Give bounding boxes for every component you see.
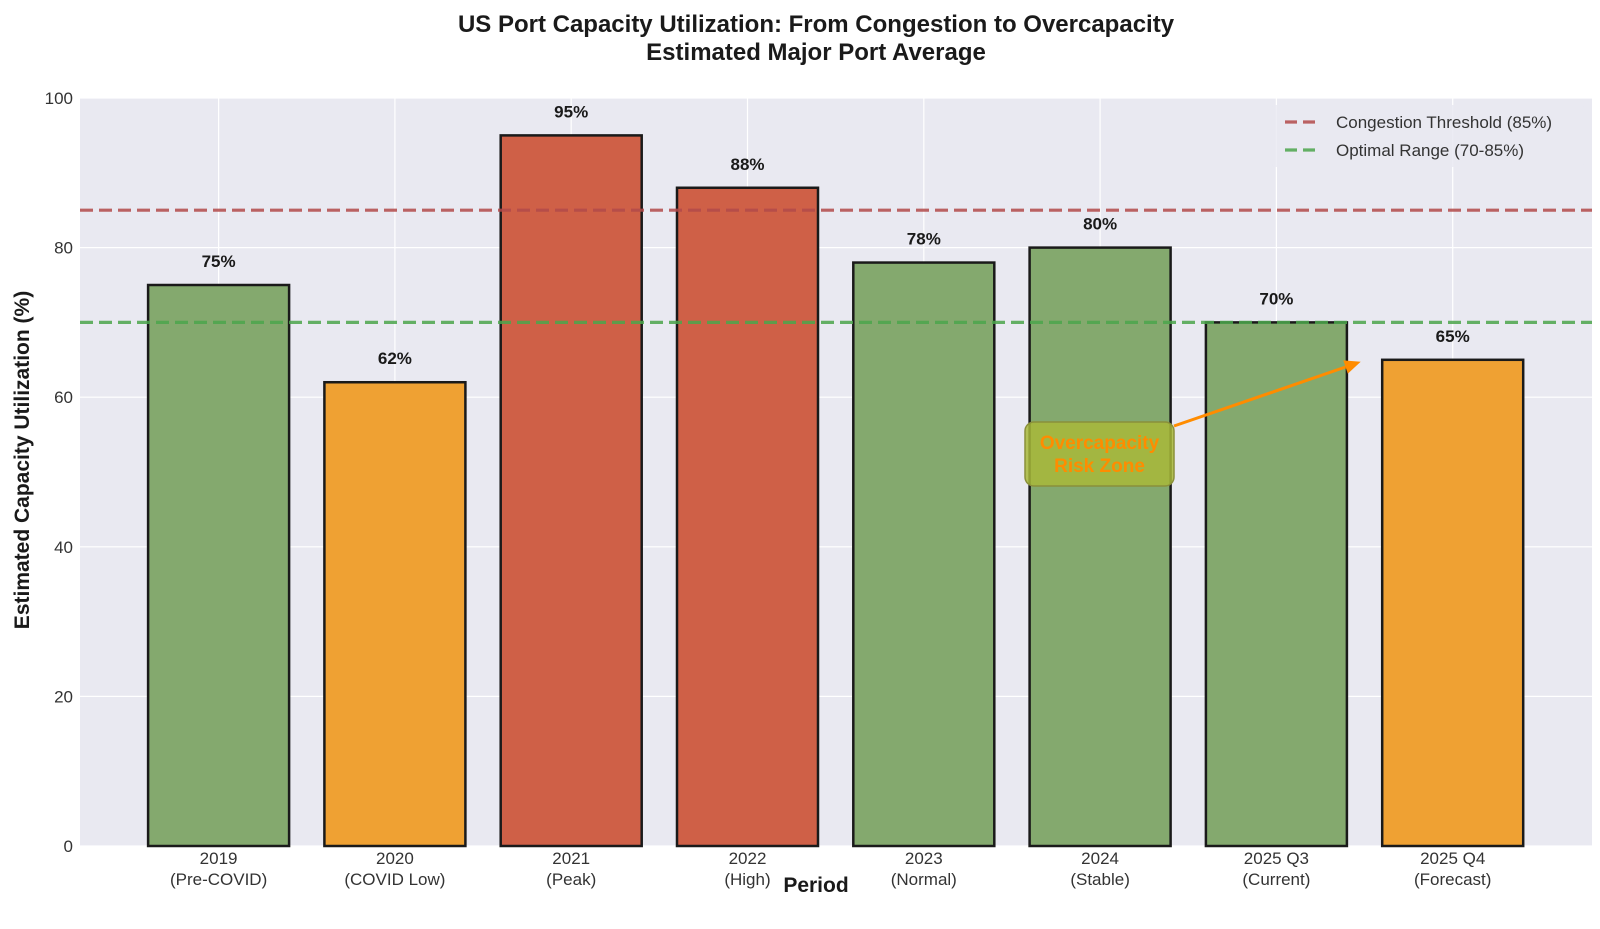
value-label: 80% [1083, 215, 1117, 234]
x-axis-ticks: 2019 (Pre-COVID) 2020 (COVID Low) 2021 (Peak)… [170, 849, 1491, 889]
y-tick-label: 80 [54, 239, 73, 258]
annotation-arrowhead [1343, 360, 1361, 374]
x-tick-label: 2021 [552, 849, 590, 868]
legend-frame [1272, 105, 1584, 167]
x-tick-label: 2025 Q3 [1244, 849, 1309, 868]
x-tick-label: 2020 [376, 849, 414, 868]
legend-label: Congestion Threshold (85%) [1336, 113, 1552, 132]
y-tick-label: 60 [54, 388, 73, 407]
value-label: 78% [907, 230, 941, 249]
x-tick-label: 2019 [200, 849, 238, 868]
value-label: 88% [730, 155, 764, 174]
x-tick-sublabel: (Stable) [1070, 870, 1130, 889]
reference-lines [80, 208, 1592, 324]
annotation-text: Risk Zone [1054, 456, 1145, 477]
annotation-box [1024, 421, 1175, 487]
bar-2022 [675, 186, 820, 848]
y-axis-label: Estimated Capacity Utilization (%) [11, 291, 34, 629]
value-label: 62% [378, 349, 412, 368]
x-tick-sublabel: (Peak) [546, 870, 596, 889]
bar-2025-q3 [1204, 321, 1349, 848]
x-tick-label: 2022 [729, 849, 767, 868]
x-tick-label: 2024 [1081, 849, 1119, 868]
bar-2023 [852, 261, 996, 848]
x-tick-sublabel: (Current) [1242, 870, 1310, 889]
value-label: 75% [202, 252, 236, 271]
x-axis-label: Period [783, 874, 848, 897]
x-tick-sublabel: (COVID Low) [344, 870, 445, 889]
y-tick-label: 0 [64, 837, 73, 856]
x-tick-sublabel: (Normal) [891, 870, 957, 889]
value-label: 65% [1436, 327, 1470, 346]
annotation-text: Overcapacity [1040, 433, 1160, 454]
chart-title: US Port Capacity Utilization: From Conge… [458, 11, 1175, 38]
chart-subtitle: Estimated Major Port Average [646, 39, 986, 66]
x-tick-sublabel: (High) [724, 870, 770, 889]
annotation-arrow [1173, 365, 1347, 428]
value-label: 70% [1259, 289, 1293, 308]
x-tick-sublabel: (Forecast) [1414, 870, 1491, 889]
value-labels: 75% 62% 95% 88% 78% 80% 70% 65% [202, 102, 1470, 368]
bar-2025-q4 [1380, 358, 1525, 848]
x-tick-sublabel: (Pre-COVID) [170, 870, 267, 889]
bar-2024 [1028, 246, 1172, 848]
value-label: 95% [554, 102, 588, 121]
bar-2021 [499, 134, 643, 848]
legend: Congestion Threshold (85%) Optimal Range … [1272, 105, 1584, 167]
x-tick-label: 2025 Q4 [1420, 849, 1485, 868]
y-tick-label: 20 [54, 687, 73, 706]
y-tick-label: 100 [45, 89, 73, 108]
legend-label: Optimal Range (70-85%) [1336, 141, 1524, 160]
bars [146, 134, 1525, 848]
bar-2020 [323, 380, 467, 848]
y-tick-label: 40 [54, 538, 73, 557]
bar-2019 [146, 283, 291, 848]
y-axis-ticks: 0 20 40 60 80 100 [45, 89, 73, 856]
x-tick-label: 2023 [905, 849, 943, 868]
